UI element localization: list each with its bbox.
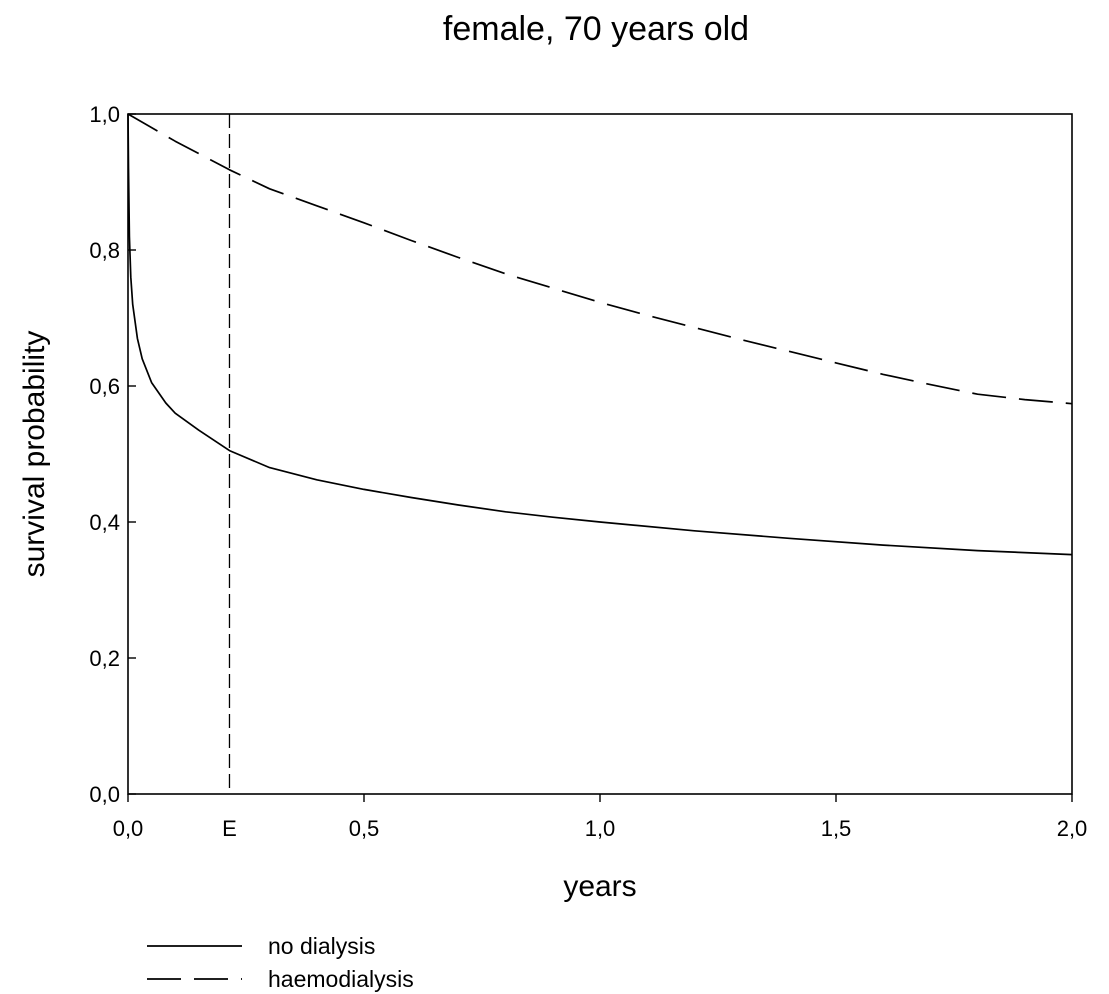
x-tick-label: 2,0: [1057, 816, 1088, 841]
legend: no dialysis haemodialysis: [147, 933, 414, 992]
y-tick-label: 0,8: [89, 238, 120, 263]
legend-label: no dialysis: [268, 933, 375, 959]
y-tick-label: 0,2: [89, 646, 120, 671]
y-tick-label: 1,0: [89, 102, 120, 127]
series-line-no-dialysis: [127, 113, 1073, 556]
annotations: E: [222, 114, 237, 841]
y-tick-label: 0,6: [89, 374, 120, 399]
chart-title: female, 70 years old: [443, 10, 749, 48]
x-tick-label: 1,0: [585, 816, 616, 841]
legend-label: haemodialysis: [268, 966, 414, 992]
y-axis-ticks: 0,0 0,2 0,4 0,6 0,8 1,0: [89, 102, 136, 807]
x-tick-label: 1,5: [821, 816, 852, 841]
series-line-haemodialysis: [127, 113, 1073, 405]
series-group: [127, 113, 1073, 556]
y-tick-label: 0,4: [89, 510, 120, 535]
x-axis-ticks: 0,0 0,5 1,0 1,5 2,0: [113, 794, 1088, 841]
x-tick-label: 0,0: [113, 816, 144, 841]
y-axis-label: survival probability: [18, 331, 51, 578]
plot-frame: [127, 113, 1073, 795]
x-axis-label: years: [563, 870, 636, 903]
event-marker-label: E: [222, 816, 237, 841]
x-tick-label: 0,5: [349, 816, 380, 841]
y-tick-label: 0,0: [89, 782, 120, 807]
plot-area: 0,0 0,2 0,4 0,6 0,8 1,0 0,0 0,5 1,0 1,5 2,0 E: [89, 102, 1087, 841]
